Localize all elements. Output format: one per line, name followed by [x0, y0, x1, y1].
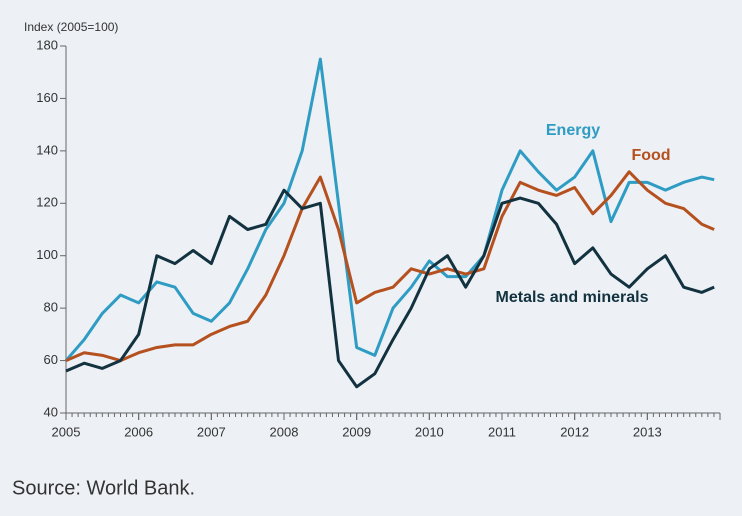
y-tick-label: 80 — [44, 300, 58, 315]
y-tick-label: 140 — [36, 142, 58, 157]
x-tick-label: 2007 — [197, 424, 226, 439]
series-label: Food — [631, 147, 670, 164]
series-label: Metals and minerals — [496, 289, 649, 306]
series-line — [64, 57, 715, 362]
x-tick-label: 2013 — [633, 424, 662, 439]
series-line — [65, 170, 715, 363]
x-tick-label: 2008 — [270, 424, 299, 439]
x-tick-label: 2005 — [52, 424, 81, 439]
y-tick-label: 100 — [36, 247, 58, 262]
series-line — [65, 188, 715, 389]
source: Source: World Bank. — [12, 477, 195, 499]
x-tick-label: 2010 — [415, 424, 444, 439]
series-label: Energy — [546, 122, 600, 139]
y-axis-label: Index (2005=100) — [24, 20, 118, 34]
y-tick-label: 40 — [44, 404, 58, 419]
y-tick-label: 160 — [36, 90, 58, 105]
x-tick-label: 2009 — [342, 424, 371, 439]
x-tick-label: 2006 — [124, 424, 153, 439]
y-tick-label: 60 — [44, 352, 58, 367]
y-tick-label: 180 — [36, 37, 58, 52]
y-tick-label: 120 — [36, 195, 58, 210]
x-tick-label: 2012 — [560, 424, 589, 439]
x-tick-label: 2011 — [488, 424, 516, 439]
